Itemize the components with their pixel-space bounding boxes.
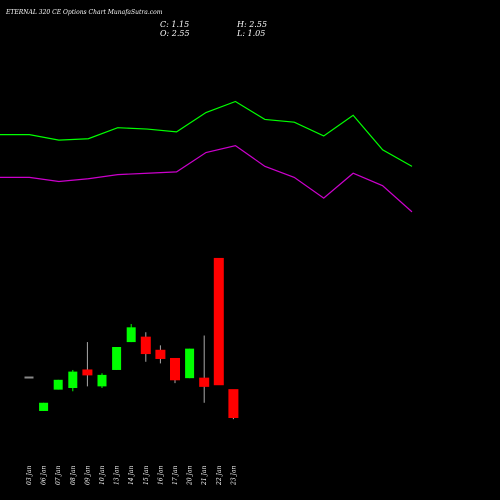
high-value: H: 2.55 <box>237 20 268 29</box>
upper-indicator-line <box>0 100 413 167</box>
x-tick-label: 07 Jan <box>55 465 62 485</box>
x-tick-label: 22 Jan <box>216 465 223 486</box>
candles-group <box>24 257 239 420</box>
x-tick-label: 16 Jan <box>157 465 164 485</box>
candle-body <box>82 369 93 376</box>
chart-title: ETERNAL 320 CE Options Chart MunafaSutra… <box>6 9 163 16</box>
candle-body <box>228 389 239 419</box>
x-tick-label: 21 Jan <box>201 465 208 486</box>
candle-body <box>213 257 224 386</box>
x-tick-label: 03 Jan <box>26 465 33 485</box>
x-tick-label: 08 Jan <box>70 465 77 485</box>
x-tick-label: 10 Jan <box>99 465 106 485</box>
candle-body <box>126 327 136 343</box>
candle-body <box>155 349 166 359</box>
x-tick-label: 06 Jan <box>41 465 48 485</box>
candle-body <box>112 347 122 370</box>
candle-body <box>97 374 107 387</box>
x-tick-label: 15 Jan <box>143 465 150 485</box>
open-value: O: 2.55 <box>160 29 190 38</box>
close-value: C: 1.15 <box>160 20 190 29</box>
candle-body <box>53 379 63 390</box>
lower-indicator-line <box>0 144 413 213</box>
low-value: L: 1.05 <box>237 29 266 38</box>
candle-body <box>185 348 195 379</box>
candle-body <box>39 402 49 411</box>
candle-body <box>24 376 34 379</box>
x-tick-label: 23 Jan <box>230 465 237 486</box>
candle-body <box>199 377 210 387</box>
x-tick-label: 17 Jan <box>172 465 179 485</box>
candle-body <box>140 336 151 355</box>
x-tick-label: 13 Jan <box>114 465 121 485</box>
x-tick-label: 20 Jan <box>187 465 194 486</box>
x-tick-label: 14 Jan <box>128 465 135 485</box>
x-tick-label: 09 Jan <box>84 465 91 485</box>
candle-body <box>170 357 180 381</box>
x-axis-labels: 03 Jan 06 Jan 07 Jan 08 Jan 09 Jan 10 Jan 13 J… <box>26 465 237 486</box>
candle-body <box>68 371 78 388</box>
